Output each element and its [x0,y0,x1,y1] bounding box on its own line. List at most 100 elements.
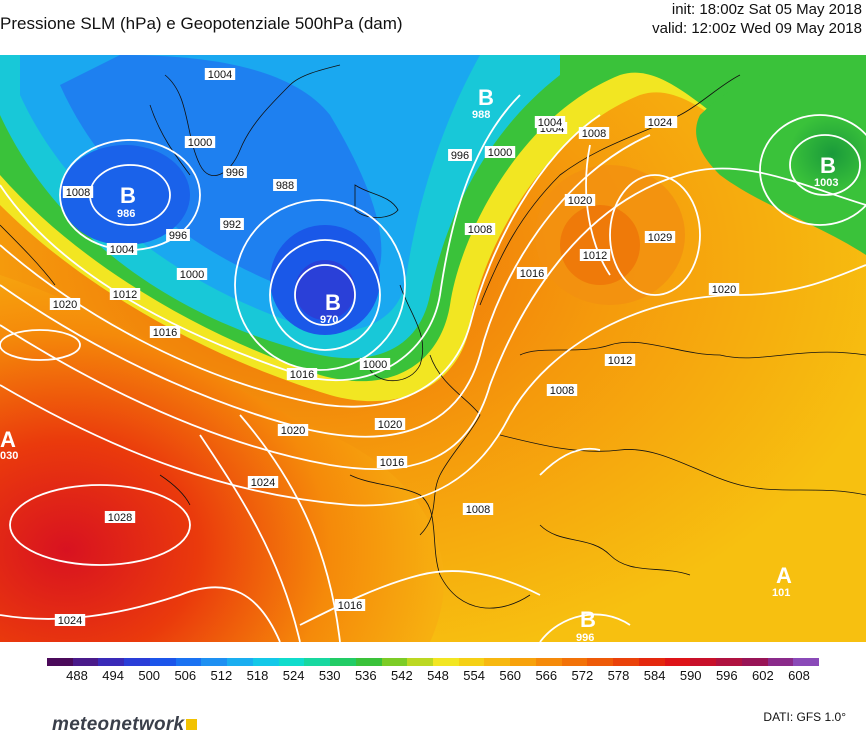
svg-text:996: 996 [451,150,469,162]
colorbar-swatch [716,658,742,666]
colorbar-swatch [741,658,768,666]
low-letter-5: B [580,607,596,632]
colorbar-tick-label: 542 [391,668,413,683]
colorbar-tick-label: 572 [571,668,594,683]
isobar-label: 1008 [464,223,496,236]
colorbar-swatch [690,658,717,666]
colorbar-tick-label: 602 [752,668,774,683]
svg-text:1004: 1004 [208,69,232,81]
colorbar-swatch [278,658,305,666]
svg-text:1008: 1008 [466,504,490,516]
chart-title: Pressione SLM (hPa) e Geopotenziale 500h… [0,14,403,33]
svg-text:1020: 1020 [53,299,77,311]
isobar-label: 1024 [644,116,676,129]
svg-text:1000: 1000 [188,137,212,149]
low-value-5: 996 [576,632,594,642]
forecast-map: B 986 B 970 B 988 B 1003 A 030 A 101 B 9… [0,55,866,642]
svg-text:996: 996 [169,230,187,242]
colorbar-tick-label: 608 [788,668,810,683]
colorbar-tick-label: 518 [246,668,269,683]
svg-text:1008: 1008 [468,224,492,236]
colorbar-swatch [355,658,382,666]
low-letter-3: B [478,85,494,110]
svg-text:1004: 1004 [538,117,562,129]
isobar-label: 1000 [176,268,208,281]
valid-time: valid: 12:00z Wed 09 May 2018 [652,20,862,37]
colorbar [47,658,820,666]
svg-text:996: 996 [226,167,244,179]
isobar-label: 992 [220,218,244,231]
svg-text:1020: 1020 [281,425,305,437]
colorbar-swatch [587,658,614,666]
svg-text:1004: 1004 [110,244,134,256]
colorbar-tick-label: 500 [138,668,161,683]
high-letter-2: A [776,563,792,588]
isobar-label: 1020 [374,418,406,431]
svg-text:1008: 1008 [66,187,90,199]
svg-text:1024: 1024 [648,117,672,129]
isobar-label: 988 [273,179,297,192]
colorbar-tick-label: 590 [679,668,702,683]
svg-text:1012: 1012 [583,250,607,262]
high-letter-1: A [0,427,16,452]
isobar-label: 1004 [534,116,566,129]
colorbar-swatch [613,658,639,666]
colorbar-swatch [124,658,150,666]
colorbar-swatch [484,658,511,666]
low-value-4: 1003 [814,177,838,189]
svg-text:1020: 1020 [712,284,736,296]
colorbar-swatch [381,658,408,666]
colorbar-swatch [98,658,125,666]
colorbar-tick-label: 554 [463,668,485,683]
colorbar-swatch [638,658,665,666]
isobar-label: 1024 [247,476,279,489]
isobar-label: 1029 [644,231,676,244]
isobar-label: 996 [223,166,247,179]
colorbar-tick-label: 530 [318,668,341,683]
svg-text:1029: 1029 [648,232,672,244]
isobar-label: 1020 [564,194,596,207]
high-value-2: 101 [772,587,790,599]
colorbar-tick-label: 536 [354,668,377,683]
isobar-label: 1008 [578,127,610,140]
isobar-label: 1012 [604,354,636,367]
isobar-label: 1016 [334,599,366,612]
svg-text:1024: 1024 [251,477,275,489]
high-value-1: 030 [0,450,18,462]
colorbar-swatch [535,658,562,666]
svg-text:1000: 1000 [363,359,387,371]
colorbar-swatch [149,658,176,666]
isobar-label: 1000 [484,146,516,159]
isobar-label: 1012 [109,288,141,301]
svg-text:1008: 1008 [550,385,574,397]
svg-text:1024: 1024 [58,615,82,627]
colorbar-tick-label: 506 [174,668,197,683]
colorbar-tick-label: 566 [535,668,558,683]
colorbar-swatch [175,658,202,666]
colorbar-swatch [407,658,434,666]
colorbar-swatch [433,658,459,666]
colorbar-tick-label: 524 [282,668,305,683]
colorbar-swatch [510,658,536,666]
colorbar-tick-label: 548 [427,668,449,683]
colorbar-tick-label: 584 [643,668,666,683]
data-source: DATI: GFS 1.0° [763,710,846,724]
colorbar-swatch [72,658,99,666]
low-letter-4: B [820,153,836,178]
low-letter-2: B [325,290,341,315]
svg-text:992: 992 [223,219,241,231]
colorbar-swatch [458,658,485,666]
svg-text:1020: 1020 [378,419,402,431]
colorbar-ticks: 488 494 500 506 512 518 524 530 536 542 548 554 560 5… [47,668,819,686]
svg-text:1016: 1016 [290,369,314,381]
svg-text:1008: 1008 [582,128,606,140]
low-value-1: 986 [117,208,135,220]
isobar-label: 1000 [359,358,391,371]
svg-text:1028: 1028 [108,512,132,524]
isobar-label: 1016 [516,267,548,280]
svg-text:1016: 1016 [153,327,177,339]
svg-text:988: 988 [276,180,294,192]
colorbar-swatch [664,658,691,666]
brand-square-icon [186,719,198,730]
isobar-label: 996 [448,149,472,162]
